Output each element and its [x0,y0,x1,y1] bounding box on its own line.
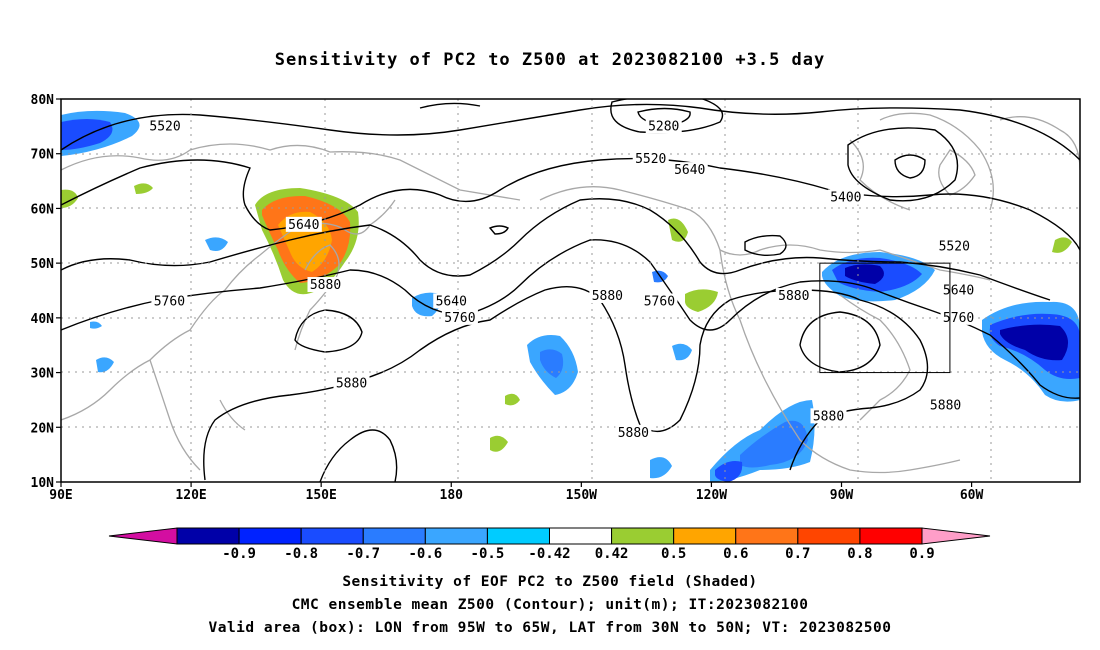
colorbar-over-arrow [921,527,991,545]
colorbar-swatch [238,527,302,545]
contour-labels: 5520 5280 5520 5640 5400 5520 5640 5760 5880 5640… [147,118,977,441]
lon-tick-label: 120E [175,488,206,503]
caption-line-1: Sensitivity of EOF PC2 to Z500 field (Sh… [342,574,758,590]
coastlines [61,112,1080,474]
contour-label: 5880 [336,377,367,392]
colorbar: -0.9 -0.8 -0.7 -0.6 -0.5 -0.42 0.42 0.5 0.6 0.7 0.… [108,527,991,562]
colorbar-label: -0.7 [346,546,380,562]
contour-label: 5880 [310,278,341,293]
contour-label-bg [927,397,964,413]
colorbar-swatch [549,527,613,545]
contour-label-bg [589,287,626,303]
contour-label-bg [307,277,344,293]
lat-tick-label: 30N [31,367,55,382]
contour-label: 5880 [930,398,961,413]
latitude-axis: 10N 20N 30N 40N 50N 60N 70N 80N [31,93,61,491]
contour-label: 5880 [778,289,809,304]
colorbar-label: 0.6 [723,546,748,562]
contour-label-bg [151,293,188,309]
contour-label-bg [936,238,973,254]
colorbar-swatch [362,527,426,545]
contour-label: 5640 [943,284,974,299]
contour-label: 5640 [288,218,319,233]
contour-label-bg [147,118,184,134]
longitude-axis: 90E 120E 150E 180 150W 120W 90W 60W [49,482,984,503]
lon-tick-label: 90W [830,488,854,503]
colorbar-label: 0.9 [909,546,934,562]
contour-label: 5640 [674,163,705,178]
lat-tick-label: 10N [31,476,55,491]
contour-label: 5520 [635,152,666,167]
lat-tick-label: 80N [31,93,55,108]
contour-label: 5760 [154,294,185,309]
colorbar-swatch [735,527,799,545]
colorbar-label: 0.5 [661,546,686,562]
contour-label: 5520 [939,240,970,255]
lon-tick-label: 60W [960,488,984,503]
contour-label: 5280 [648,119,679,134]
colorbar-under-arrow [108,527,178,545]
colorbar-swatch [300,527,364,545]
contour-label: 5400 [830,190,861,205]
colorbar-label: 0.7 [785,546,810,562]
contour-label-bg [433,293,470,309]
lat-tick-label: 40N [31,312,55,327]
contour-label-bg [441,309,478,325]
contour-label-bg [632,151,669,167]
contour-label-bg [827,189,864,205]
contour-label: 5880 [618,426,649,441]
lat-tick-label: 20N [31,421,55,436]
figure-title: Sensitivity of PC2 to Z500 at 2023082100… [274,50,826,70]
contour-label-bg [285,216,322,232]
contour-label-bg [615,424,652,440]
colorbar-label: -0.5 [471,546,505,562]
contour-label: 5640 [436,294,467,309]
lat-tick-label: 50N [31,257,55,272]
caption-line-3: Valid area (box): LON from 95W to 65W, L… [208,620,892,636]
lon-tick-label: 150W [566,488,597,503]
colorbar-swatch [673,527,737,545]
caption-line-2: CMC ensemble mean Z500 (Contour); unit(m… [291,597,809,613]
contour-label: 5760 [644,294,675,309]
lon-tick-label: 150E [306,488,337,503]
contour-label-bg [810,408,847,424]
colorbar-swatch [797,527,861,545]
contour-label-bg [333,375,370,391]
lat-tick-label: 60N [31,202,55,217]
map-frame [60,98,1081,483]
lon-tick-label: 120W [696,488,727,503]
colorbar-label: -0.9 [222,546,256,562]
colorbar-swatch [424,527,488,545]
colorbar-label: -0.8 [284,546,318,562]
colorbar-label: -0.6 [408,546,442,562]
contour-label: 5520 [149,119,180,134]
colorbar-label: -0.42 [528,546,570,562]
colorbar-swatch [859,527,923,545]
lon-tick-label: 90E [49,488,72,503]
valid-area-box [819,262,951,374]
contour-label: 5760 [444,311,475,326]
contour-label-bg [641,293,678,309]
shading-layer [61,110,1080,482]
contour-label-bg [775,287,812,303]
colorbar-swatch [176,527,240,545]
colorbar-label: 0.42 [595,546,629,562]
lat-tick-label: 70N [31,148,55,163]
contour-label-bg [671,162,708,178]
contour-label: 5760 [943,311,974,326]
colorbar-swatch [611,527,675,545]
contour-label: 5880 [813,409,844,424]
contour-label: 5880 [592,289,623,304]
contour-label-bg [645,118,682,134]
z500-contours [61,99,1080,482]
colorbar-label: 0.8 [847,546,872,562]
colorbar-swatch [486,527,550,545]
lon-tick-label: 180 [440,488,464,503]
graticule [61,99,1080,482]
